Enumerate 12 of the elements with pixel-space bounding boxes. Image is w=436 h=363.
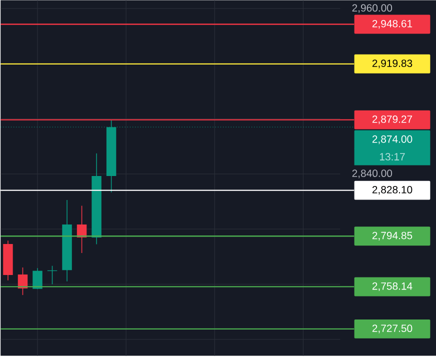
- ref-line-label: 2,794.85: [372, 232, 412, 240]
- ref-line-label: 2,948.61: [372, 20, 412, 29]
- y-tick-label: 2,840.00: [352, 170, 392, 178]
- y-tick-label: 2,960.00: [352, 4, 392, 13]
- ref-line-label: 2,919.83: [372, 60, 412, 68]
- candlestick: [76, 205, 87, 254]
- text: 13:17: [380, 153, 405, 160]
- ref-line-label: 2,879.27: [372, 116, 412, 124]
- ref-line-label: 2,727.50: [372, 324, 412, 334]
- ref-line-label: 2,828.10: [372, 186, 412, 195]
- ref-line-label: 2,874.00: [372, 135, 412, 144]
- ref-line-label: 2,758.14: [372, 282, 412, 292]
